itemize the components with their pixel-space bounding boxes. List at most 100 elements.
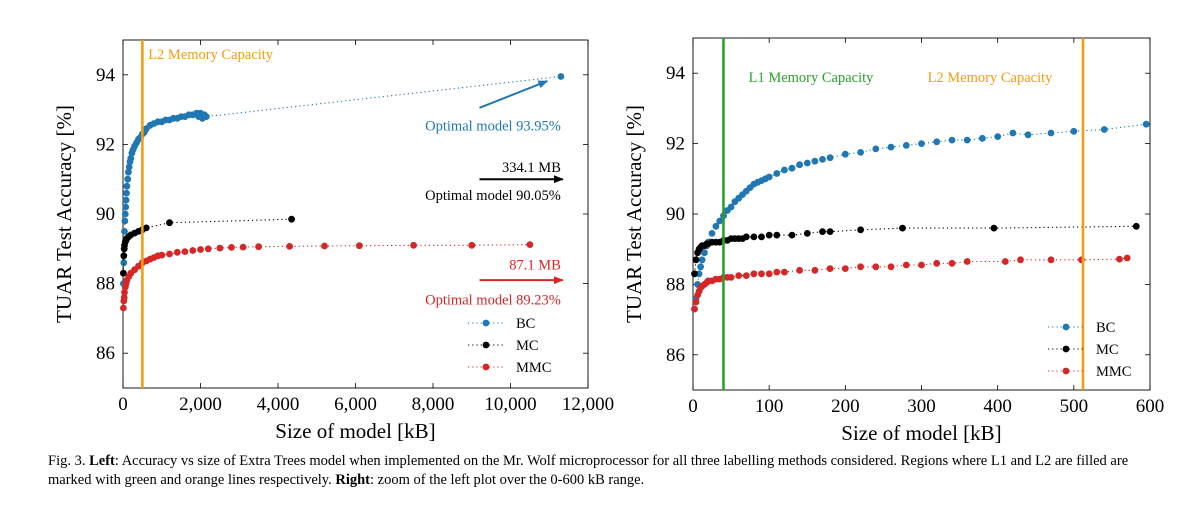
left-bc-point: [127, 154, 135, 162]
figure-svg: 0 2,000 4,000 6,000 8,000 10,000 12,000 86 88 90 9…: [52, 37, 1165, 445]
left-annotation-text: 334.1 MB: [502, 160, 561, 176]
right-mmc-point: [811, 266, 819, 274]
left-annotation-text: 87.1 MB: [509, 258, 561, 274]
left-mmc-point: [255, 243, 262, 251]
right-x-tick-label: 200: [831, 396, 860, 417]
right-mmc-point: [691, 305, 698, 313]
left-bc-point: [121, 228, 128, 235]
right-bc-point: [841, 150, 849, 158]
left-mmc-point: [158, 251, 166, 259]
right-bc-point: [819, 156, 826, 163]
right-x-tick-label: 300: [907, 396, 936, 417]
left-mmc-point: [321, 242, 328, 250]
left-y-tick-label: 86: [96, 343, 115, 364]
right-mc-series-line: [693, 225, 1137, 274]
right-mmc-point: [887, 263, 895, 271]
left-mc-point: [288, 215, 295, 223]
right-bc-point: [1009, 129, 1017, 137]
right-mc-point: [742, 233, 750, 241]
right-mc-point: [819, 228, 826, 236]
right-mmc-point: [781, 268, 788, 276]
right-mmc-point: [1001, 258, 1009, 265]
right-plot-frame: [692, 37, 1151, 391]
left-bc-legend-marker: [482, 319, 490, 327]
left-bc-legend-label: BC: [516, 316, 535, 332]
right-bc-point: [765, 173, 773, 181]
right-y-tick-label: 94: [666, 63, 686, 84]
right-mmc-point: [765, 270, 773, 278]
right-mmc-legend-label: MMC: [1096, 364, 1131, 380]
left-mmc-point: [121, 288, 128, 296]
left-y-tick-label: 88: [96, 274, 115, 295]
left-bc-point: [121, 217, 129, 225]
right-bc-point: [803, 159, 811, 167]
left-mc-point: [120, 252, 128, 260]
right-mc-point: [990, 224, 998, 232]
right-mc-point: [691, 270, 698, 278]
right-bc-point: [994, 133, 1002, 141]
left-annotation-text: Optimal model 90.05%: [425, 188, 561, 204]
caption-left-label: Left: [89, 453, 115, 469]
left-mmc-point: [239, 243, 247, 251]
right-bc-point: [788, 164, 796, 172]
caption-right-text: : zoom of the left plot over the 0-600 k…: [370, 472, 645, 488]
right-bc-point: [698, 256, 706, 264]
right-bc-point: [712, 222, 720, 230]
left-mmc-point: [120, 294, 128, 301]
right-mmc-point: [1017, 256, 1024, 264]
caption-prefix: Fig. 3.: [48, 453, 90, 469]
left-mc-point: [120, 269, 127, 277]
left-mmc-point: [120, 304, 127, 312]
right-mmc-point: [948, 259, 956, 267]
right-y-tick-label: 86: [666, 345, 685, 366]
right-bc-point: [708, 230, 716, 237]
right-bc-point: [1070, 127, 1078, 135]
right-mc-point: [899, 224, 906, 232]
right-mmc-legend-marker: [1062, 367, 1070, 375]
right-mc-legend-marker: [1062, 345, 1070, 353]
left-bc-point: [125, 163, 133, 171]
left-memory-label: L2 Memory Capacity: [148, 47, 274, 63]
right-mmc-point: [857, 263, 864, 271]
right-bc-point: [918, 140, 925, 148]
right-mmc-point: [1123, 254, 1131, 262]
right-mc-point: [773, 231, 781, 239]
right-bc-point: [773, 170, 781, 177]
left-x-tick-label: 0: [118, 394, 128, 415]
left-mmc-legend-marker: [482, 363, 490, 371]
left-x-axis-label: Size of model [kB]: [275, 419, 435, 443]
right-bc-point: [1100, 126, 1108, 133]
left-mmc-point: [166, 250, 173, 258]
right-x-tick-label: 100: [755, 396, 784, 417]
left-mmc-point: [216, 244, 224, 252]
left-bc-point: [124, 175, 132, 183]
left-chart: 0 2,000 4,000 6,000 8,000 10,000 12,000 86 88 90 9…: [52, 39, 614, 443]
right-x-tick-label: 500: [1060, 396, 1089, 417]
left-annotation-text: Optimal model 93.95%: [425, 118, 561, 134]
right-bc-point: [933, 138, 941, 146]
right-chart: 0 100 200 300 400 500 600 86 88 90 92 94 Size of mod…: [622, 37, 1165, 445]
right-mmc-point: [1116, 255, 1123, 263]
right-mmc-point: [742, 272, 750, 279]
right-mc-point: [803, 230, 811, 237]
left-mc-point: [166, 219, 173, 227]
right-mmc-point: [933, 259, 941, 267]
left-bc-point: [122, 203, 130, 211]
right-bc-series-line: [693, 123, 1147, 310]
left-mmc-point: [189, 247, 197, 254]
figure-caption: Fig. 3. Left: Accuracy vs size of Extra …: [48, 452, 1168, 490]
left-y-tick-label: 90: [96, 204, 115, 225]
right-bc-point: [796, 161, 803, 169]
right-mc-point: [788, 231, 796, 239]
left-mmc-legend-label: MMC: [516, 360, 551, 376]
left-x-tick-label: 2,000: [179, 394, 222, 415]
right-bc-point: [826, 154, 834, 162]
left-bc-point: [122, 196, 130, 204]
left-x-tick-label: 4,000: [257, 394, 300, 415]
left-bc-point: [120, 259, 128, 267]
right-mmc-point: [963, 258, 971, 265]
left-annotation-arrow: [479, 80, 549, 109]
left-mc-legend-label: MC: [516, 338, 539, 354]
right-x-tick-label: 600: [1136, 396, 1165, 417]
